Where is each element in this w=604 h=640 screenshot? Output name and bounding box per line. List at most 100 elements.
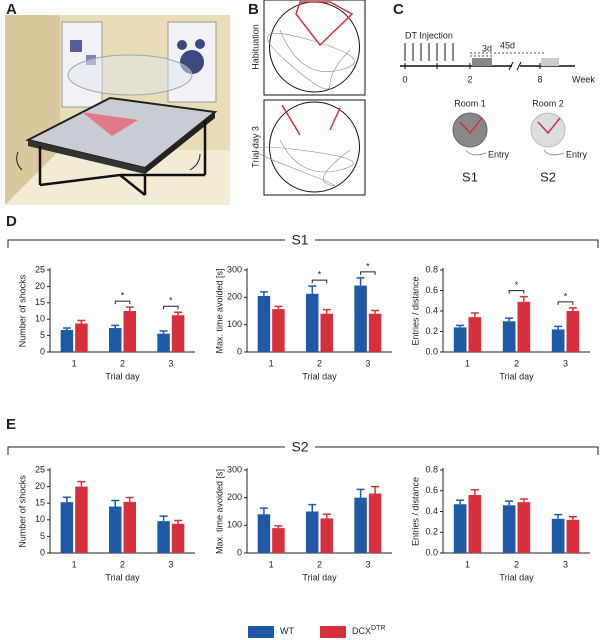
error-bar: [322, 513, 331, 519]
bar: [468, 494, 482, 553]
error-bar: [568, 307, 577, 311]
error-bar: [308, 285, 317, 294]
x-axis-label: Trial day: [302, 572, 337, 582]
bar: [60, 330, 74, 352]
x-tick-label: 1: [465, 559, 470, 569]
y-tick-label: 0.6: [425, 485, 438, 495]
error-bar: [470, 312, 479, 318]
error-bar: [125, 496, 134, 502]
error-bar: [554, 325, 563, 330]
y-tick-label: 10: [35, 314, 45, 324]
y-tick-label: 10: [35, 514, 45, 524]
x-axis-label: Trial day: [302, 371, 337, 381]
legend-label: WT: [280, 626, 294, 636]
significance-marker: *: [564, 291, 568, 301]
row-label: Habituation: [250, 24, 260, 70]
bar: [123, 311, 136, 352]
bar: [453, 504, 467, 553]
legend-superscript: DTR: [371, 625, 385, 632]
timeline-unit: Week: [572, 74, 595, 84]
y-tick-label: 0.0: [425, 547, 438, 557]
bar: [75, 486, 88, 553]
error-bar: [308, 503, 317, 512]
error-bar: [159, 515, 168, 522]
y-axis-label: Max. time avoided [s]: [214, 469, 224, 554]
bar: [257, 514, 271, 553]
bar: [502, 505, 516, 553]
x-tick-label: 2: [514, 559, 519, 569]
y-tick-label: 25: [35, 464, 45, 474]
y-tick-label: 15: [35, 297, 45, 307]
error-bar: [62, 327, 71, 331]
panel-letter: C: [393, 1, 404, 18]
error-bar: [259, 291, 268, 296]
significance-bracket: [508, 290, 525, 294]
timeline: [400, 43, 575, 156]
error-bar: [159, 330, 168, 334]
error-bar: [371, 485, 380, 494]
bar: [157, 521, 170, 553]
bar: [551, 518, 565, 553]
panel-letter: B: [248, 1, 259, 18]
arena-illustration: [5, 15, 230, 205]
error-bar: [456, 499, 465, 505]
y-tick-label: 300: [227, 264, 242, 274]
significance-bracket: [311, 279, 328, 284]
significance-marker: *: [121, 290, 125, 300]
error-bar: [505, 500, 514, 506]
error-bar: [77, 480, 86, 487]
x-tick-label: 1: [465, 358, 470, 368]
y-tick-label: 100: [227, 319, 242, 329]
bar: [354, 497, 367, 553]
error-bar: [356, 277, 365, 286]
x-tick-label: 1: [269, 559, 274, 569]
x-tick-label: 2: [120, 358, 125, 368]
error-bar: [322, 308, 331, 314]
bar: [368, 313, 382, 352]
bar: [272, 528, 285, 553]
x-tick-label: 2: [317, 358, 322, 368]
legend-swatch: [248, 626, 274, 638]
x-tick-label: 2: [317, 559, 322, 569]
significance-marker: *: [318, 270, 322, 280]
error-bar: [125, 306, 134, 311]
bar: [320, 313, 333, 352]
interval-label: 3d: [482, 43, 492, 53]
bar: [257, 295, 271, 352]
bar: [171, 523, 185, 553]
y-tick-label: 100: [227, 520, 242, 530]
entry-label: Entry: [488, 149, 510, 159]
panel-letter: A: [6, 1, 17, 18]
y-tick-label: 0.4: [425, 305, 438, 315]
y-axis-label: Entries / distance: [410, 477, 420, 546]
bar: [157, 333, 170, 352]
bar: [566, 519, 580, 553]
section-bracket: [7, 239, 599, 248]
x-tick-label: 3: [168, 358, 173, 368]
significance-marker: *: [169, 296, 173, 306]
significance-bracket: [557, 301, 574, 305]
error-bar: [274, 525, 283, 529]
error-bar: [174, 311, 183, 316]
error-bar: [62, 496, 71, 503]
bar: [272, 309, 285, 352]
error-bar: [274, 305, 283, 310]
y-tick-label: 200: [227, 492, 242, 502]
error-bar: [470, 488, 479, 495]
bar: [60, 502, 74, 553]
error-bar: [519, 498, 528, 503]
error-bar: [356, 488, 365, 498]
y-axis-label: Max. time avoided [s]: [214, 268, 224, 353]
bar: [368, 493, 382, 553]
x-axis-label: Trial day: [105, 371, 140, 381]
session-label: S1: [462, 169, 478, 184]
legend-name: WT: [280, 626, 294, 636]
y-axis-label: Entries / distance: [410, 276, 420, 345]
panel-letter: D: [6, 213, 17, 230]
y-tick-label: 0.8: [425, 464, 438, 474]
interval-label: 45d: [500, 40, 515, 50]
error-bar: [111, 499, 120, 507]
legend-name: DCX: [352, 626, 371, 636]
y-tick-label: 0.2: [425, 527, 438, 537]
